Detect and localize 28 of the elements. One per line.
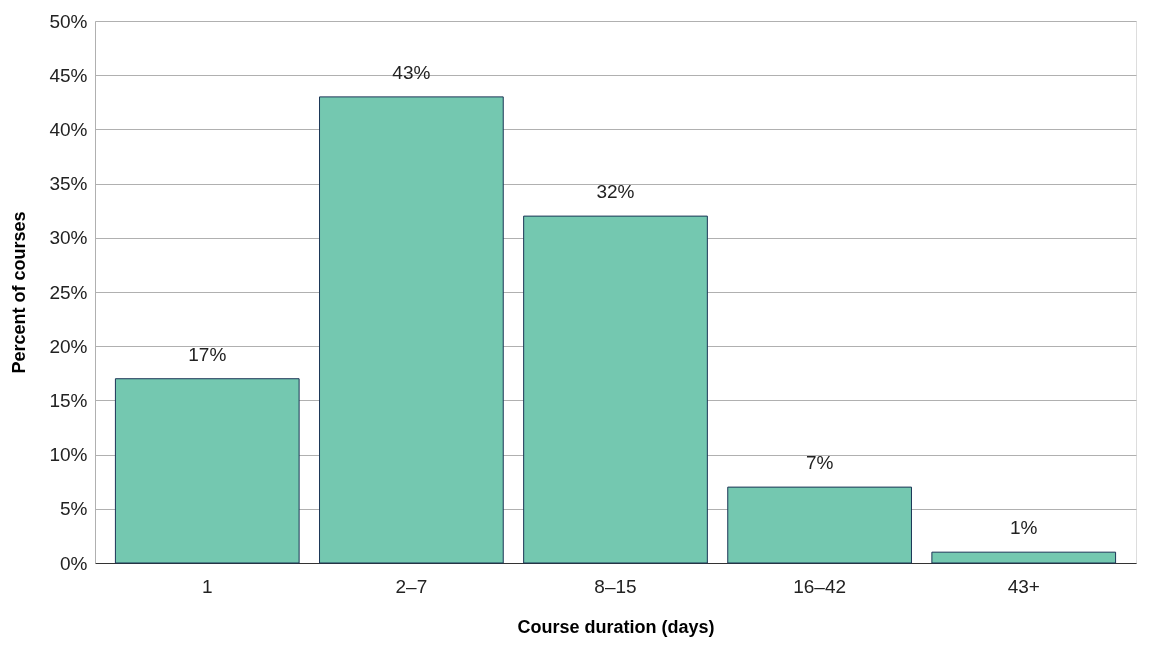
bar [319, 96, 504, 564]
x-tick-label: 8–15 [594, 575, 637, 597]
y-tick-label: 35% [49, 173, 88, 195]
data-label: 7% [805, 452, 834, 474]
y-tick-label: 50% [49, 10, 88, 32]
y-tick-label: 5% [60, 498, 88, 520]
x-tick-label: 16–42 [793, 575, 847, 597]
data-label: 1% [1010, 517, 1038, 539]
y-tick-label: 25% [49, 281, 88, 303]
bar [523, 215, 708, 564]
y-tick-label: 40% [49, 118, 88, 140]
data-label: 17% [188, 343, 227, 365]
data-label: 43% [392, 61, 431, 83]
y-tick-label: 30% [49, 227, 88, 249]
y-tick-label: 10% [49, 444, 88, 466]
x-tick-label: 43+ [1007, 575, 1040, 597]
data-label: 32% [596, 181, 635, 203]
bar [727, 486, 912, 564]
y-tick-label: 0% [60, 552, 88, 574]
x-tick-label: 1 [201, 575, 213, 597]
y-axis-title: Percent of courses [9, 211, 30, 374]
bar [114, 378, 300, 564]
y-tick-label: 15% [49, 389, 88, 411]
x-tick-label: 2–7 [395, 575, 428, 597]
bar [931, 551, 1117, 564]
y-tick-label: 45% [49, 64, 88, 86]
y-tick-label: 20% [49, 335, 88, 357]
x-axis-title: Course duration (days) [517, 616, 715, 637]
